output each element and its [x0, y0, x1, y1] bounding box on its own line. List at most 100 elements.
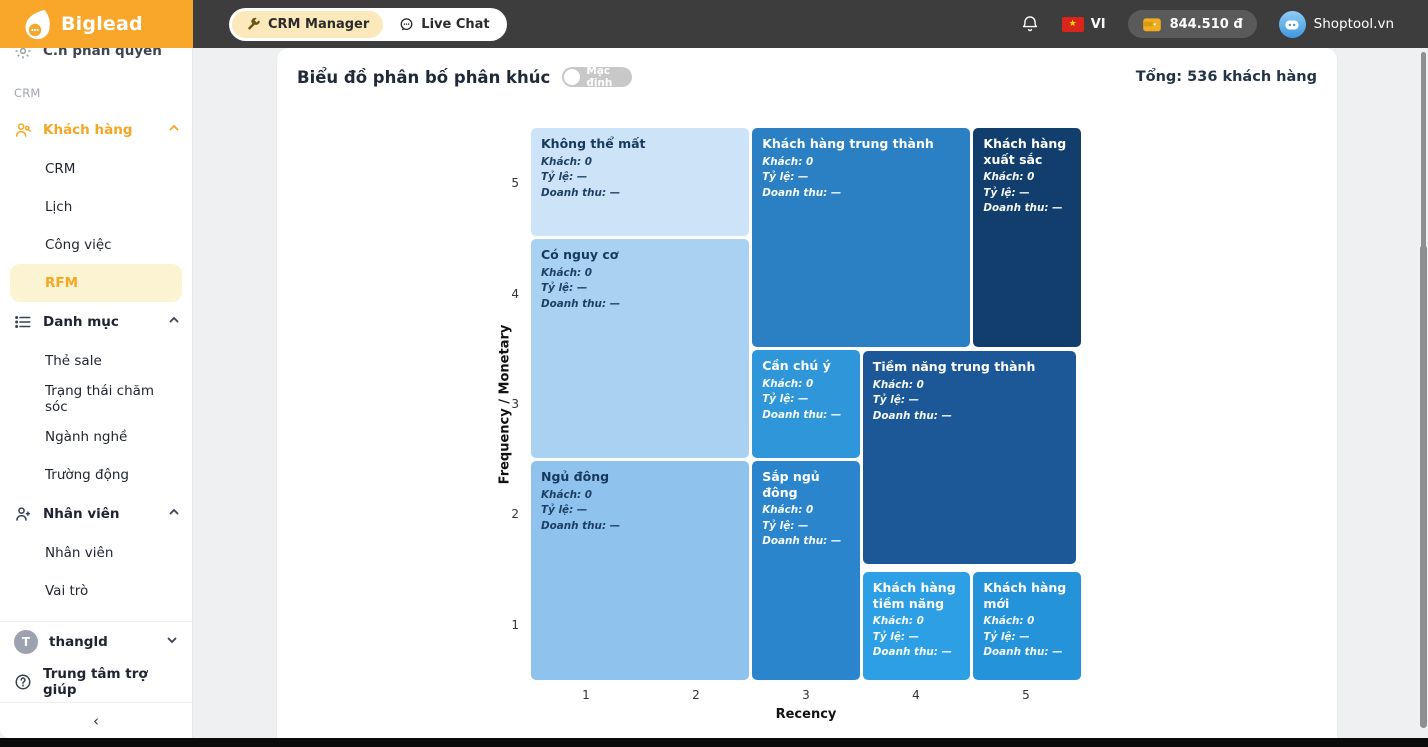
- segment-khach-hang-xuat-sac[interactable]: Khách hàng xuất sắc Khách: 0 Tỷ lệ: — Do…: [973, 128, 1081, 347]
- sidebar-scrollbar-thumb[interactable]: [1421, 52, 1426, 302]
- sidebar-item-cong-viec[interactable]: Công việc: [0, 226, 192, 264]
- segment-title: Khách hàng trung thành: [762, 136, 934, 151]
- segment-rate: Tỷ lệ: —: [541, 282, 588, 295]
- page-scrollbar-thumb[interactable]: [1420, 245, 1427, 728]
- sidebar-group-customers[interactable]: Khách hàng: [0, 110, 192, 150]
- segment-title: Khách hàng mới: [983, 580, 1067, 611]
- account-name: Shoptool.vn: [1313, 16, 1394, 32]
- sidebar-item-label: Ngành nghề: [45, 429, 128, 445]
- segment-customers: Khách: 0: [762, 155, 814, 168]
- sidebar-item-label: Thẻ sale: [45, 353, 102, 369]
- sidebar-item-nhan-vien[interactable]: Nhân viên: [0, 534, 192, 572]
- sidebar-item-truong-dong[interactable]: Trường động: [0, 456, 192, 494]
- x-tick: 1: [582, 688, 590, 702]
- segment-sap-ngu-dong[interactable]: Sắp ngủ đông Khách: 0 Tỷ lệ: — Doanh thu…: [752, 461, 860, 680]
- sidebar-item-permissions[interactable]: C.h phân quyền: [0, 48, 192, 70]
- sidebar-item-label: Công việc: [45, 237, 112, 253]
- y-axis-ticks: 5 4 3 2 1: [501, 128, 519, 680]
- sidebar-item-label: Trạng thái chăm sóc: [45, 383, 155, 415]
- sidebar-collapse-button[interactable]: ‹: [0, 702, 192, 738]
- segment-customers: Khách: 0: [541, 266, 593, 279]
- help-center-link[interactable]: Trung tâm trợ giúp: [0, 662, 192, 702]
- brand-header: Biglead: [0, 0, 193, 48]
- x-axis-label: Recency: [775, 707, 837, 722]
- segment-title: Cần chú ý: [762, 358, 831, 373]
- segment-revenue: Doanh thu: —: [872, 646, 952, 659]
- user-menu[interactable]: T thangld: [0, 622, 192, 662]
- segment-khach-hang-trung-thanh[interactable]: Khách hàng trung thành Khách: 0 Tỷ lệ: —…: [752, 128, 971, 347]
- segment-customers: Khách: 0: [541, 155, 593, 168]
- segment-rate: Tỷ lệ: —: [762, 393, 809, 406]
- segment-revenue: Doanh thu: —: [983, 202, 1063, 215]
- segment-title: Sắp ngủ đông: [762, 469, 820, 500]
- wallet-balance-button[interactable]: 844.510 đ: [1127, 10, 1257, 38]
- question-circle-icon: [14, 673, 32, 691]
- user-name: thangld: [49, 634, 108, 650]
- segment-customers: Khách: 0: [983, 171, 1035, 184]
- account-menu[interactable]: Shoptool.vn: [1278, 10, 1394, 38]
- sidebar-item-the-sale[interactable]: Thẻ sale: [0, 342, 192, 380]
- sidebar-scroll-area: C.h phân quyền CRM Khách hàng CRM Lịch C…: [0, 48, 192, 621]
- user-avatar: T: [14, 630, 38, 654]
- tab-live-chat-label: Live Chat: [421, 16, 490, 32]
- segment-khach-hang-tiem-nang[interactable]: Khách hàng tiềm năng Khách: 0 Tỷ lệ: — D…: [862, 572, 971, 680]
- sidebar-group-label: Nhân viên: [43, 506, 120, 522]
- segment-rate: Tỷ lệ: —: [541, 171, 588, 184]
- sidebar-item-rfm[interactable]: RFM: [10, 264, 182, 302]
- segment-distribution-card: Biểu đồ phân bố phân khúc Mặc định Tổng:…: [277, 48, 1337, 738]
- chevron-down-icon: [166, 634, 178, 650]
- language-selector[interactable]: ★ VI: [1061, 16, 1106, 32]
- segment-customers: Khách: 0: [541, 488, 593, 501]
- topbar: CRM Manager Live Chat ★ VI 844.510 đ Sh: [193, 0, 1428, 48]
- app-switcher: CRM Manager Live Chat: [229, 7, 507, 41]
- sidebar-item-trang-thai-cham-soc[interactable]: Trạng thái chăm sóc: [0, 380, 192, 418]
- segment-customers: Khách: 0: [872, 615, 924, 628]
- chevron-up-icon: [168, 314, 180, 330]
- sidebar-item-lich[interactable]: Lịch: [0, 188, 192, 226]
- tab-crm-manager[interactable]: CRM Manager: [232, 10, 384, 38]
- tab-crm-manager-label: CRM Manager: [268, 16, 370, 32]
- account-avatar: [1278, 10, 1306, 38]
- segment-revenue: Doanh thu: —: [762, 408, 842, 421]
- segment-title: Ngủ đông: [541, 469, 610, 484]
- biglead-logo-icon: [25, 9, 50, 40]
- default-toggle[interactable]: Mặc định: [562, 65, 633, 89]
- segment-khong-the-mat[interactable]: Không thể mất Khách: 0 Tỷ lệ: — Doanh th…: [531, 128, 750, 236]
- sidebar-group-label: Khách hàng: [43, 122, 133, 138]
- segment-ngu-dong[interactable]: Ngủ đông Khách: 0 Tỷ lệ: — Doanh thu: —: [531, 461, 750, 680]
- x-tick: 3: [802, 688, 810, 702]
- tab-live-chat[interactable]: Live Chat: [385, 11, 503, 38]
- segment-rate: Tỷ lệ: —: [872, 630, 920, 643]
- y-tick: 2: [511, 507, 519, 522]
- segment-tiem-nang-trung-thanh[interactable]: Tiềm năng trung thành Khách: 0 Tỷ lệ: — …: [862, 351, 1076, 564]
- help-center-label: Trung tâm trợ giúp: [43, 666, 148, 698]
- person-icon: [14, 505, 32, 523]
- wallet-icon: [1142, 18, 1161, 32]
- card-header: Biểu đồ phân bố phân khúc Mặc định Tổng:…: [277, 48, 1337, 89]
- sidebar-item-crm[interactable]: CRM: [0, 150, 192, 188]
- segment-rate: Tỷ lệ: —: [872, 394, 920, 407]
- sidebar-group-staff[interactable]: Nhân viên: [0, 494, 192, 534]
- y-tick: 5: [511, 176, 519, 191]
- segment-can-chu-y[interactable]: Cần chú ý Khách: 0 Tỷ lệ: — Doanh thu: —: [752, 350, 860, 458]
- sidebar-group-categories[interactable]: Danh mục: [0, 302, 192, 342]
- notification-bell-icon[interactable]: [1020, 13, 1040, 35]
- sidebar-item-vai-tro[interactable]: Vai trò: [0, 572, 192, 610]
- vietnam-flag-icon: ★: [1061, 16, 1084, 32]
- segment-co-nguy-co[interactable]: Có nguy cơ Khách: 0 Tỷ lệ: — Doanh thu: …: [531, 239, 750, 458]
- segment-khach-hang-moi[interactable]: Khách hàng mới Khách: 0 Tỷ lệ: — Doanh t…: [973, 572, 1081, 680]
- sidebar-item-label: CRM: [45, 161, 76, 177]
- wrench-icon: [248, 17, 260, 29]
- chevron-up-icon: [168, 122, 180, 138]
- segment-title: Không thể mất: [541, 136, 646, 151]
- list-icon: [14, 313, 32, 331]
- gear-icon: [14, 48, 32, 60]
- sidebar-item-label: Vai trò: [45, 583, 89, 599]
- segment-customers: Khách: 0: [872, 378, 924, 391]
- sidebar-bottom-panel: T thangld Trung tâm trợ giúp ‹: [0, 621, 192, 738]
- topbar-right-cluster: ★ VI 844.510 đ Shoptool.vn: [1020, 10, 1394, 38]
- segment-rate: Tỷ lệ: —: [762, 171, 809, 184]
- segment-customers: Khách: 0: [762, 504, 814, 517]
- sidebar-group-label: Danh mục: [43, 314, 119, 330]
- sidebar-item-nganh-nghe[interactable]: Ngành nghề: [0, 418, 192, 456]
